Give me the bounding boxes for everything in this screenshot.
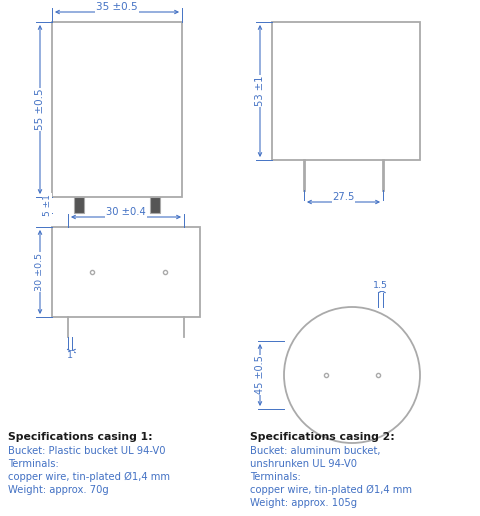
Text: Specifications casing 1:: Specifications casing 1: <box>8 432 153 442</box>
Text: 1: 1 <box>67 351 73 361</box>
Bar <box>74 197 84 213</box>
Text: copper wire, tin-plated Ø1,4 mm: copper wire, tin-plated Ø1,4 mm <box>250 485 412 495</box>
Bar <box>52 227 200 317</box>
Text: 35 ±0.5: 35 ±0.5 <box>96 2 138 12</box>
Text: 45 ±0.5: 45 ±0.5 <box>255 356 265 394</box>
Text: 30 ±0.4: 30 ±0.4 <box>106 207 146 217</box>
Text: 1.5: 1.5 <box>373 282 388 291</box>
Bar <box>272 22 420 160</box>
Text: Weight: approx. 70g: Weight: approx. 70g <box>8 485 109 495</box>
Text: 5 ±1: 5 ±1 <box>43 194 51 216</box>
Text: Bucket: aluminum bucket,: Bucket: aluminum bucket, <box>250 446 381 456</box>
Text: Terminals:: Terminals: <box>250 472 301 482</box>
Text: 30 ±0.5: 30 ±0.5 <box>36 253 45 291</box>
Text: Weight: approx. 105g: Weight: approx. 105g <box>250 498 357 508</box>
Text: copper wire, tin-plated Ø1,4 mm: copper wire, tin-plated Ø1,4 mm <box>8 472 170 482</box>
Bar <box>150 197 160 213</box>
Text: 53 ±1: 53 ±1 <box>255 76 265 106</box>
Text: unshrunken UL 94-V0: unshrunken UL 94-V0 <box>250 459 357 469</box>
Text: Bucket: Plastic bucket UL 94-V0: Bucket: Plastic bucket UL 94-V0 <box>8 446 166 456</box>
Text: 27.5: 27.5 <box>332 192 355 202</box>
Text: Specifications casing 2:: Specifications casing 2: <box>250 432 395 442</box>
Circle shape <box>284 307 420 443</box>
Text: 55 ±0.5: 55 ±0.5 <box>35 89 45 131</box>
Text: Terminals:: Terminals: <box>8 459 59 469</box>
Bar <box>52 22 182 197</box>
